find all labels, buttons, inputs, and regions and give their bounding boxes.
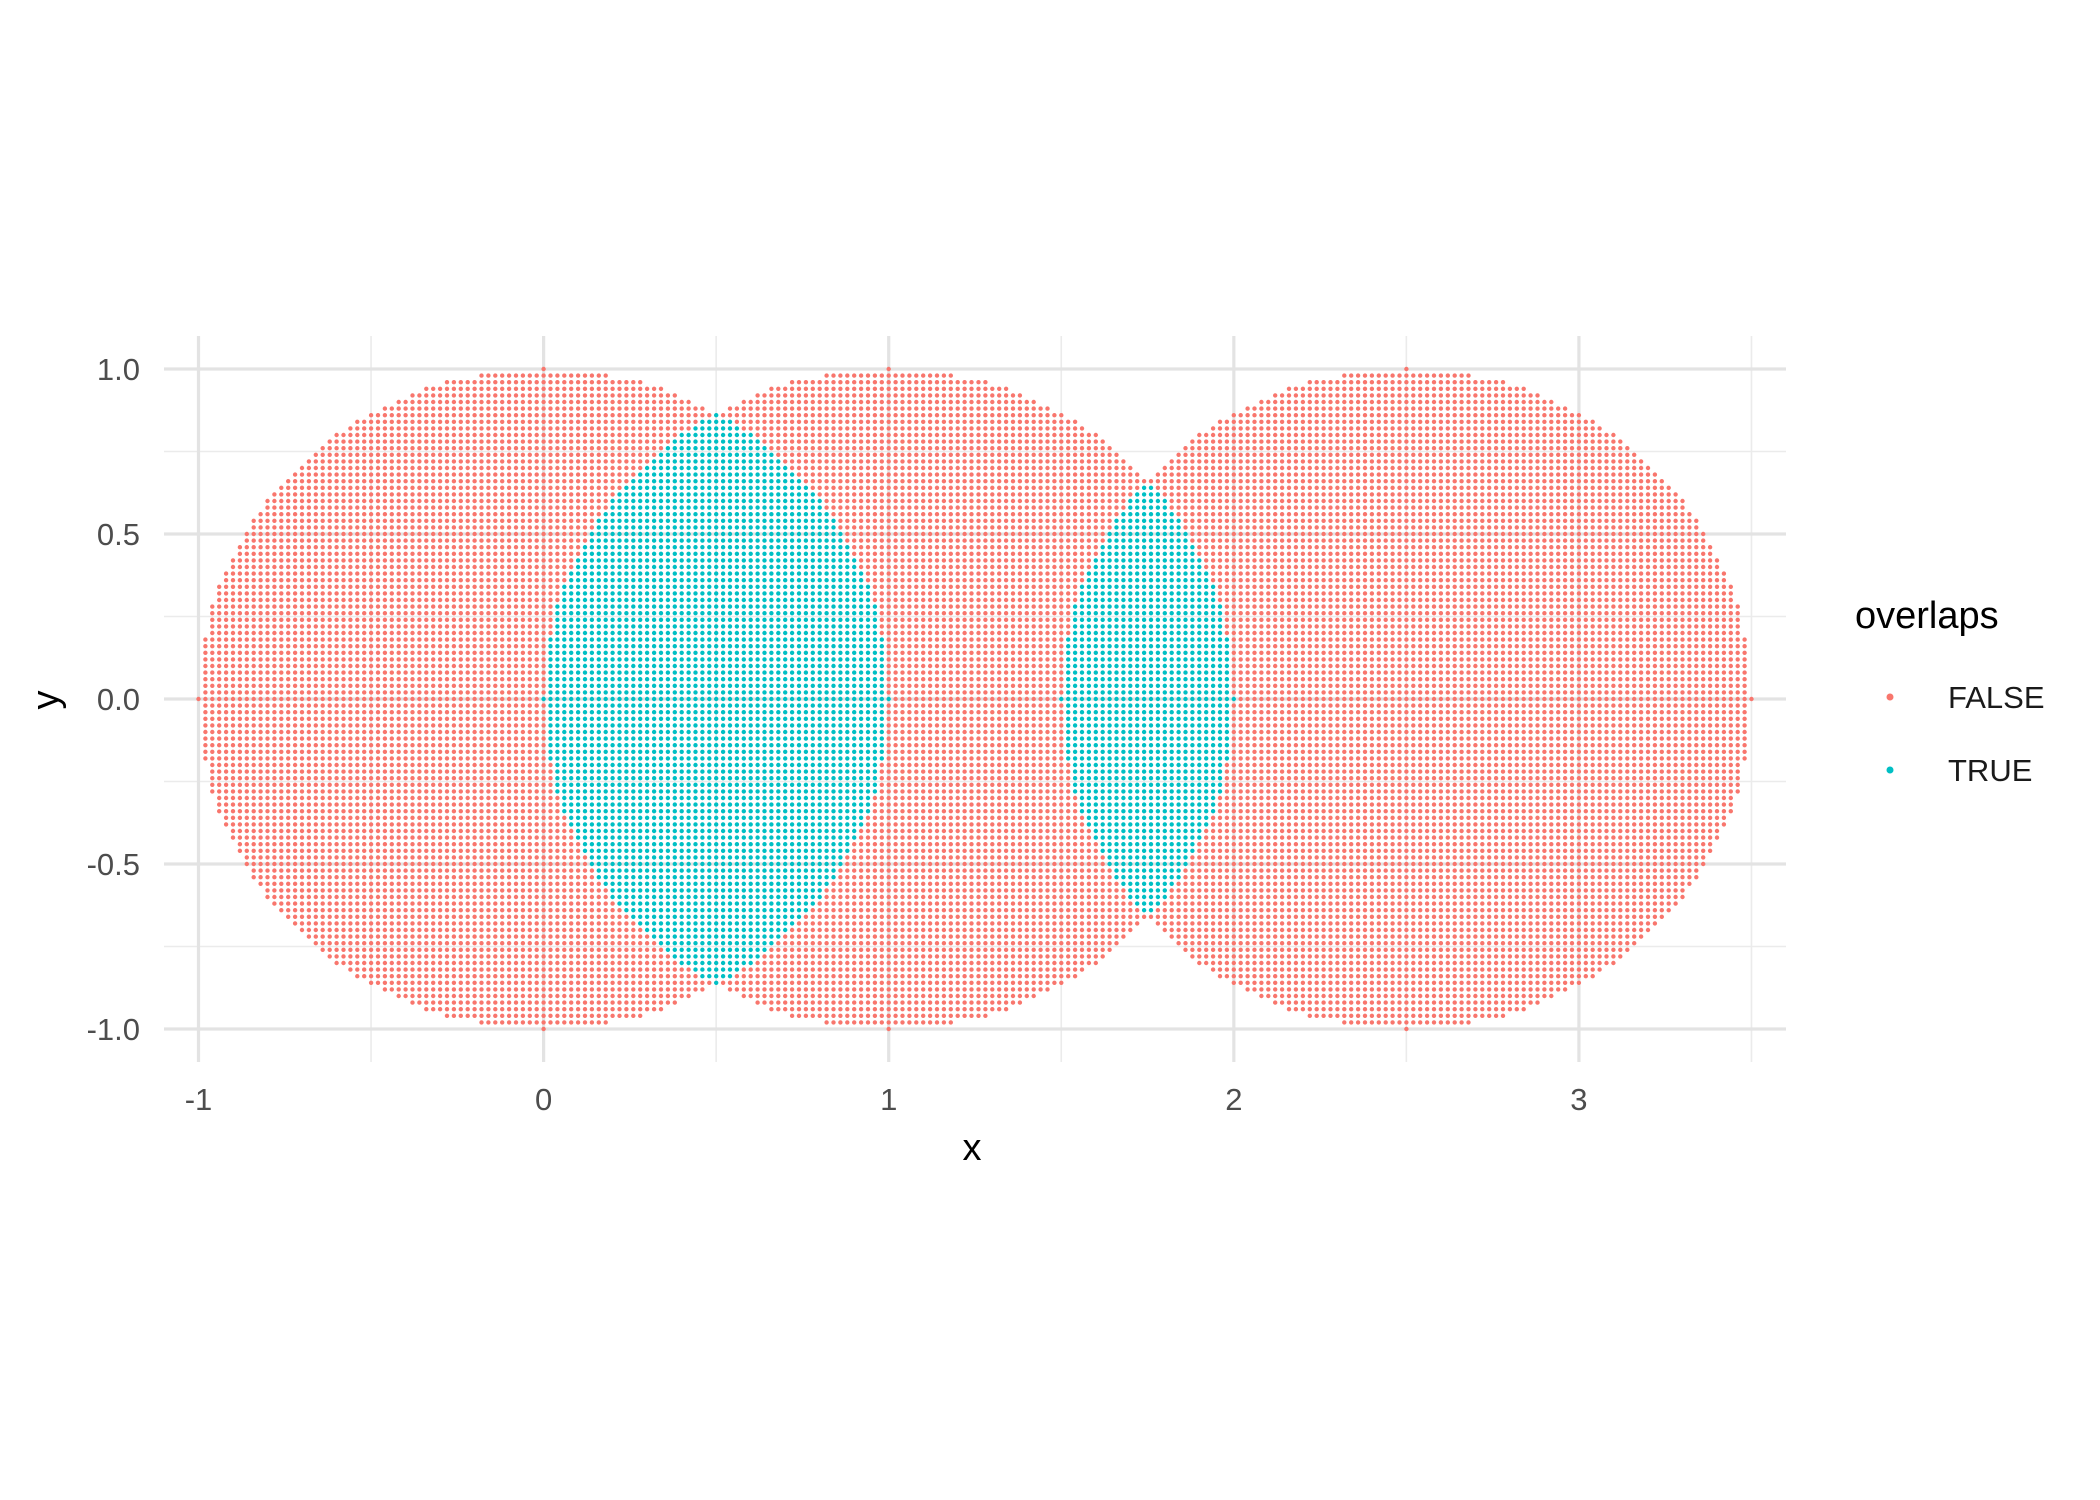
x-tick-label: 3: [1570, 1082, 1587, 1117]
x-axis-label: x: [963, 1127, 982, 1169]
y-tick-label: 0.0: [97, 682, 140, 717]
legend: overlaps FALSE TRUE: [1855, 595, 2045, 788]
x-tick-labels: -1 0 1 2 3: [185, 1082, 1588, 1117]
x-tick-label: 2: [1225, 1082, 1242, 1117]
y-axis-label: y: [25, 691, 67, 710]
legend-dot-false: [1886, 693, 1894, 701]
y-tick-label: -0.5: [87, 847, 140, 882]
legend-label-false: FALSE: [1948, 680, 2045, 715]
y-tick-label: 0.5: [97, 517, 140, 552]
legend-dot-true: [1886, 766, 1894, 774]
x-tick-label: 0: [535, 1082, 552, 1117]
y-tick-label: -1.0: [87, 1012, 140, 1047]
y-tick-labels: -1.0 -0.5 0.0 0.5 1.0: [87, 352, 140, 1047]
legend-label-true: TRUE: [1948, 753, 2032, 788]
x-tick-label: -1: [185, 1082, 213, 1117]
series-false-points: [196, 366, 1754, 1032]
series-true-points: [541, 413, 1237, 985]
x-tick-label: 1: [880, 1082, 897, 1117]
legend-title: overlaps: [1855, 595, 1999, 637]
points-layer: [196, 366, 1754, 1032]
y-tick-label: 1.0: [97, 352, 140, 387]
